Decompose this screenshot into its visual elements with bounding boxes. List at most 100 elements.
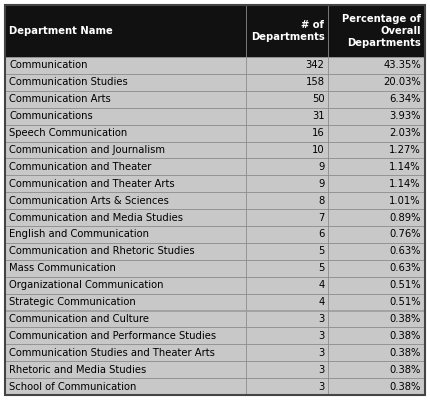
Text: English and Communication: English and Communication: [9, 230, 149, 240]
Bar: [329, 192, 425, 209]
Text: 0.63%: 0.63%: [390, 246, 421, 256]
Bar: [5, 158, 246, 175]
Bar: [329, 158, 425, 175]
Bar: [5, 226, 246, 243]
Bar: [329, 260, 425, 277]
Bar: [329, 327, 425, 344]
Text: 0.76%: 0.76%: [390, 230, 421, 240]
Text: Communication Arts: Communication Arts: [9, 94, 111, 104]
Text: 1.27%: 1.27%: [389, 145, 421, 155]
Bar: [329, 142, 425, 158]
Text: Communication Studies and Theater Arts: Communication Studies and Theater Arts: [9, 348, 215, 358]
Bar: [329, 57, 425, 74]
Text: 20.03%: 20.03%: [383, 77, 421, 87]
Bar: [5, 378, 246, 395]
Bar: [329, 74, 425, 91]
Bar: [5, 277, 246, 294]
Bar: [246, 226, 329, 243]
Bar: [5, 260, 246, 277]
Bar: [5, 243, 246, 260]
Bar: [5, 192, 246, 209]
Text: 3: 3: [318, 314, 324, 324]
Bar: [329, 344, 425, 361]
Text: Communication and Rhetoric Studies: Communication and Rhetoric Studies: [9, 246, 195, 256]
Text: Communication and Theater Arts: Communication and Theater Arts: [9, 179, 175, 189]
Bar: [329, 243, 425, 260]
Text: 0.38%: 0.38%: [390, 314, 421, 324]
Text: Communication and Theater: Communication and Theater: [9, 162, 151, 172]
Text: 43.35%: 43.35%: [383, 60, 421, 70]
Text: Percentage of
Overall
Departments: Percentage of Overall Departments: [342, 14, 421, 48]
Bar: [246, 125, 329, 142]
Bar: [246, 57, 329, 74]
Bar: [329, 310, 425, 327]
Text: 4: 4: [318, 280, 324, 290]
Text: Department Name: Department Name: [9, 26, 113, 36]
Bar: [246, 5, 329, 57]
Bar: [246, 142, 329, 158]
Text: Communication and Performance Studies: Communication and Performance Studies: [9, 331, 216, 341]
Text: 1.14%: 1.14%: [390, 162, 421, 172]
Text: 31: 31: [312, 111, 324, 121]
Text: 158: 158: [305, 77, 324, 87]
Bar: [246, 209, 329, 226]
Text: 342: 342: [306, 60, 324, 70]
Bar: [5, 142, 246, 158]
Text: 50: 50: [312, 94, 324, 104]
Bar: [329, 378, 425, 395]
Bar: [5, 74, 246, 91]
Bar: [246, 327, 329, 344]
Bar: [5, 361, 246, 378]
Bar: [5, 294, 246, 310]
Bar: [329, 125, 425, 142]
Bar: [246, 378, 329, 395]
Text: Communication and Journalism: Communication and Journalism: [9, 145, 165, 155]
Bar: [246, 344, 329, 361]
Bar: [329, 361, 425, 378]
Text: Rhetoric and Media Studies: Rhetoric and Media Studies: [9, 365, 146, 375]
Bar: [5, 327, 246, 344]
Bar: [5, 344, 246, 361]
Text: 1.01%: 1.01%: [390, 196, 421, 206]
Text: 9: 9: [318, 162, 324, 172]
Text: 2.03%: 2.03%: [390, 128, 421, 138]
Bar: [5, 108, 246, 125]
Bar: [329, 226, 425, 243]
Text: Strategic Communication: Strategic Communication: [9, 297, 136, 307]
Bar: [5, 57, 246, 74]
Text: 0.38%: 0.38%: [390, 348, 421, 358]
Text: 0.38%: 0.38%: [390, 382, 421, 392]
Bar: [246, 192, 329, 209]
Bar: [246, 91, 329, 108]
Bar: [246, 158, 329, 175]
Text: 0.38%: 0.38%: [390, 365, 421, 375]
Bar: [246, 361, 329, 378]
Text: 6.34%: 6.34%: [390, 94, 421, 104]
Text: 0.38%: 0.38%: [390, 331, 421, 341]
Text: 3: 3: [318, 382, 324, 392]
Text: 4: 4: [318, 297, 324, 307]
Text: 0.51%: 0.51%: [390, 297, 421, 307]
Text: 10: 10: [312, 145, 324, 155]
Bar: [329, 91, 425, 108]
Bar: [246, 175, 329, 192]
Bar: [329, 294, 425, 310]
Bar: [5, 175, 246, 192]
Text: Communication: Communication: [9, 60, 87, 70]
Text: 3: 3: [318, 331, 324, 341]
Bar: [246, 310, 329, 327]
Text: 3.93%: 3.93%: [390, 111, 421, 121]
Text: 3: 3: [318, 365, 324, 375]
Text: Communication Studies: Communication Studies: [9, 77, 128, 87]
Bar: [5, 310, 246, 327]
Text: Speech Communication: Speech Communication: [9, 128, 127, 138]
Text: 9: 9: [318, 179, 324, 189]
Bar: [5, 5, 246, 57]
Bar: [5, 209, 246, 226]
Text: Communication and Media Studies: Communication and Media Studies: [9, 212, 183, 222]
Bar: [329, 209, 425, 226]
Text: 5: 5: [318, 263, 324, 273]
Bar: [329, 108, 425, 125]
Text: 6: 6: [318, 230, 324, 240]
Text: 0.89%: 0.89%: [390, 212, 421, 222]
